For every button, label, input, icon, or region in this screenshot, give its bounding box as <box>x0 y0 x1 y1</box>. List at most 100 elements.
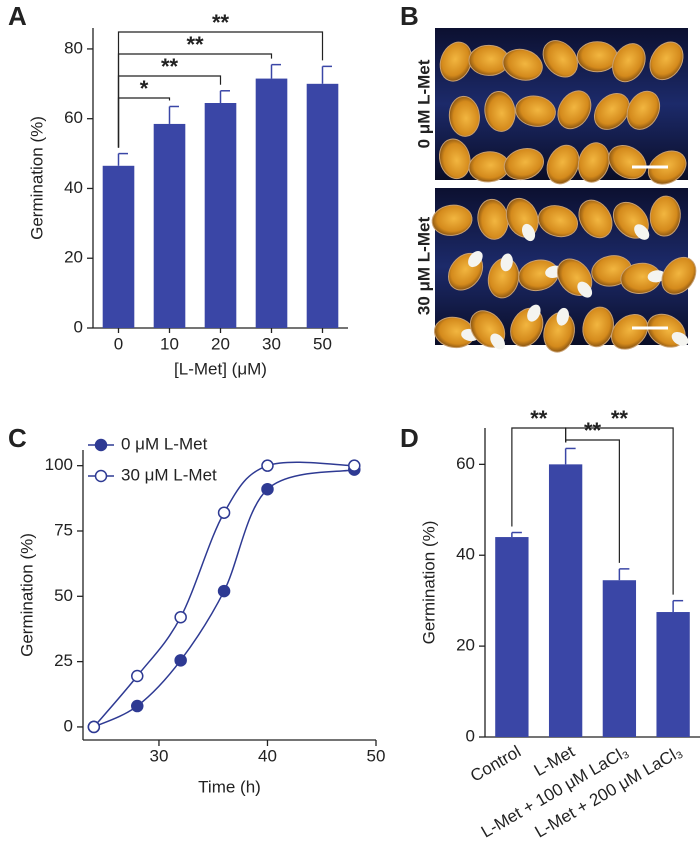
y-tick-label: 60 <box>64 108 83 127</box>
seed-tip <box>527 304 541 322</box>
y-tick-label: 0 <box>74 317 83 336</box>
data-point <box>348 459 361 472</box>
x-axis-label: [L-Met] (μM) <box>174 359 267 378</box>
y-tick-label: 50 <box>54 586 73 605</box>
seed <box>611 314 649 350</box>
seed <box>577 142 610 183</box>
seed-tip <box>634 224 650 240</box>
image-label: 0 μM L-Met <box>414 59 433 148</box>
seed-tip <box>577 281 593 298</box>
seed <box>542 40 578 78</box>
x-tick-label: 40 <box>258 746 277 765</box>
y-tick-label: 80 <box>64 38 83 57</box>
bar <box>656 612 690 737</box>
seed-tip <box>556 307 569 326</box>
x-tick-label: 20 <box>211 334 230 353</box>
seed <box>661 256 697 295</box>
data-point <box>131 699 144 713</box>
x-tick-label: 30 <box>262 334 281 353</box>
bar <box>602 580 637 737</box>
bar <box>102 165 135 328</box>
y-axis-label: Germination (%) <box>17 533 36 657</box>
x-tick-label: 30 <box>150 746 169 765</box>
significance-bracket <box>117 31 324 148</box>
x-tick-label: 50 <box>367 746 386 765</box>
data-point <box>87 720 101 734</box>
bar <box>204 103 237 328</box>
bar <box>306 83 339 328</box>
seed <box>626 90 661 130</box>
seed-tip <box>521 223 536 242</box>
y-tick-label: 40 <box>64 178 83 197</box>
seed <box>439 41 473 82</box>
data-point <box>174 654 187 667</box>
seed <box>431 204 473 236</box>
seed <box>515 95 556 127</box>
y-axis-label: Germination (%) <box>419 521 438 645</box>
significance-label: ** <box>161 54 179 79</box>
significance-label: ** <box>530 406 548 431</box>
seed <box>484 91 516 132</box>
data-point <box>261 459 274 472</box>
y-tick-label: 0 <box>466 726 475 745</box>
legend-label: 0 μM L-Met <box>121 434 208 453</box>
seed <box>576 41 618 73</box>
seed <box>546 144 580 185</box>
significance-bracket <box>565 427 674 595</box>
panel-letter: B <box>400 1 419 31</box>
panel-letter: C <box>8 423 27 453</box>
significance-label: ** <box>584 418 602 443</box>
data-point <box>174 610 187 624</box>
seed-tip <box>647 270 666 283</box>
significance-label: ** <box>186 32 204 57</box>
seed <box>557 90 592 130</box>
significance-label: ** <box>611 406 629 431</box>
y-tick-label: 100 <box>45 455 73 474</box>
y-tick-label: 0 <box>64 716 73 735</box>
bar <box>153 123 186 328</box>
legend-marker <box>94 438 108 452</box>
bar <box>548 464 583 737</box>
panel-letter: D <box>400 423 419 453</box>
image-label: 30 μM L-Met <box>414 217 433 316</box>
y-tick-label: 60 <box>456 454 475 473</box>
x-tick-label: Control <box>467 742 524 786</box>
y-tick-label: 75 <box>54 520 73 539</box>
y-tick-label: 20 <box>64 248 83 267</box>
data-point <box>217 584 231 598</box>
seed-tip <box>490 333 505 350</box>
y-tick-label: 25 <box>54 651 73 670</box>
significance-label: * <box>140 76 149 101</box>
seed <box>649 195 681 237</box>
seed-tip <box>500 253 513 272</box>
legend-label: 30 μM L-Met <box>121 465 217 484</box>
data-point <box>261 482 274 496</box>
seed <box>448 95 480 137</box>
seed <box>608 145 647 180</box>
significance-label: ** <box>212 10 230 35</box>
data-point <box>131 669 144 683</box>
seed <box>503 148 544 181</box>
seed-tip <box>671 331 689 346</box>
bar <box>495 537 529 737</box>
seed <box>578 199 613 239</box>
data-point <box>217 506 231 519</box>
seed <box>502 48 543 81</box>
y-tick-label: 20 <box>456 636 475 655</box>
panel-letter: A <box>8 1 27 31</box>
bar <box>255 78 288 329</box>
y-axis-label: Germination (%) <box>27 116 46 240</box>
seed-tip <box>468 251 483 268</box>
seed <box>438 138 471 180</box>
x-tick-label: 0 <box>114 334 123 353</box>
legend-marker <box>94 469 108 483</box>
seed <box>612 43 646 83</box>
seed <box>649 41 684 81</box>
seed <box>593 93 630 130</box>
x-tick-label: 50 <box>313 334 332 353</box>
x-tick-label: 10 <box>160 334 179 353</box>
y-tick-label: 40 <box>456 545 475 564</box>
seed <box>537 205 579 238</box>
